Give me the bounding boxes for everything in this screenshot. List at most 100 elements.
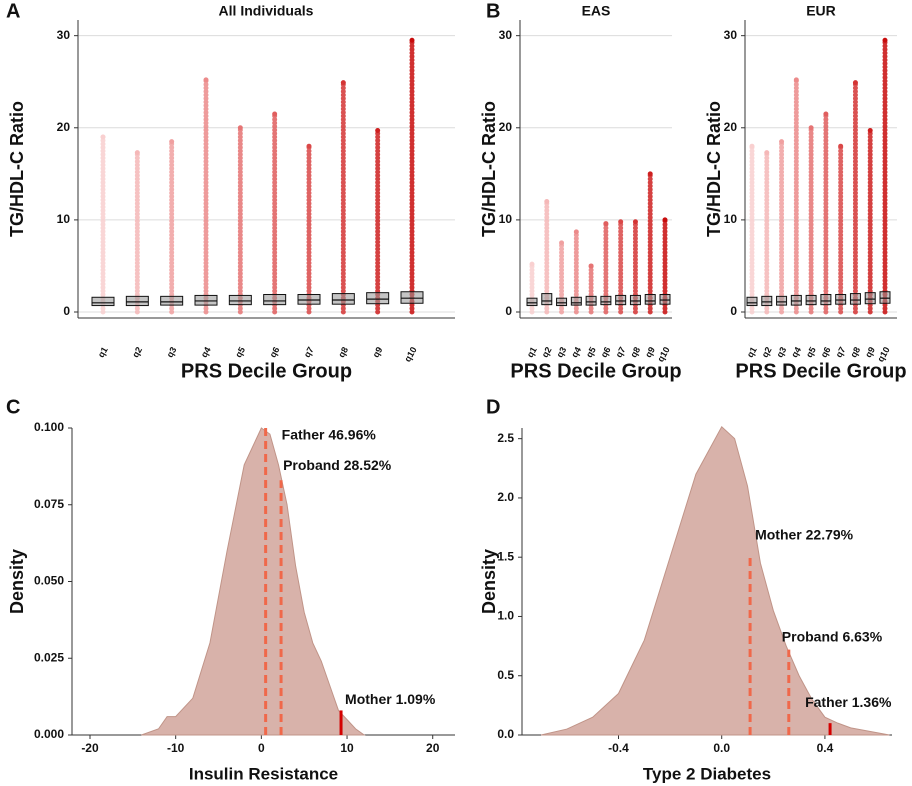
- y-tick-label: 10: [499, 212, 513, 226]
- annotation: Mother 22.79%: [755, 526, 854, 542]
- x-axis-label: Insulin Resistance: [189, 764, 338, 783]
- x-tick-label: q6: [819, 345, 833, 359]
- y-tick-label: 10: [724, 212, 738, 226]
- y-axis-label: Density: [479, 549, 499, 614]
- panel-label: D: [486, 396, 500, 418]
- outlier: [618, 219, 624, 225]
- box: [366, 292, 390, 305]
- outlier: [237, 125, 243, 131]
- y-axis-label: TG/HDL-C Ratio: [479, 101, 499, 237]
- density-area: [141, 427, 366, 736]
- annotation: Proband 28.52%: [283, 457, 392, 473]
- y-tick-label: 0.050: [34, 574, 64, 588]
- box: [746, 296, 758, 307]
- outlier: [306, 143, 312, 149]
- y-tick-label: 20: [499, 120, 513, 134]
- y-tick-label: 0.000: [34, 727, 64, 741]
- outlier: [852, 80, 858, 86]
- box: [761, 295, 773, 307]
- box: [194, 294, 218, 306]
- box: [297, 294, 321, 305]
- x-tick-label: q4: [199, 345, 213, 359]
- box: [615, 294, 627, 306]
- x-tick-label: 20: [426, 741, 440, 755]
- box: [585, 295, 597, 306]
- box: [659, 294, 671, 305]
- x-tick-label: q9: [863, 345, 877, 359]
- box: [849, 293, 861, 305]
- x-axis-label: PRS Decile Group: [735, 360, 906, 382]
- x-tick-label: q5: [233, 345, 247, 359]
- y-tick-label: 0: [730, 304, 737, 318]
- x-tick-label: q1: [96, 345, 110, 359]
- box: [629, 294, 641, 306]
- y-axis-label: TG/HDL-C Ratio: [7, 101, 27, 237]
- y-tick-label: 0.075: [34, 497, 64, 511]
- x-tick-label: q9: [643, 345, 657, 359]
- x-tick-label: -10: [167, 741, 185, 755]
- outlier: [203, 77, 209, 83]
- outlier: [749, 143, 755, 149]
- x-tick-label: q5: [584, 345, 598, 359]
- y-tick-label: 20: [57, 120, 71, 134]
- outlier: [409, 37, 415, 43]
- box: [263, 294, 287, 306]
- box: [125, 295, 149, 307]
- box: [600, 295, 612, 306]
- box: [556, 297, 568, 307]
- box: [160, 295, 184, 306]
- outlier: [340, 80, 346, 86]
- x-tick-label: q9: [371, 345, 385, 359]
- outlier: [823, 111, 829, 117]
- chart-title: EUR: [806, 3, 836, 19]
- outlier: [544, 198, 550, 204]
- box: [835, 294, 847, 305]
- outlier: [793, 77, 799, 83]
- box: [644, 294, 656, 305]
- x-tick-label: q8: [848, 345, 862, 359]
- box: [400, 291, 424, 304]
- y-tick-label: 0.025: [34, 650, 64, 664]
- outlier: [375, 128, 381, 134]
- x-tick-label: 0.4: [817, 741, 834, 755]
- x-tick-label: q7: [614, 345, 628, 359]
- x-tick-label: q6: [268, 345, 282, 359]
- box: [864, 292, 876, 305]
- chart-title: All Individuals: [219, 3, 314, 19]
- y-axis-label: Density: [7, 549, 27, 614]
- outlier: [867, 128, 873, 134]
- y-tick-label: 0: [505, 304, 512, 318]
- x-tick-label: q5: [804, 345, 818, 359]
- box: [776, 295, 788, 306]
- box: [331, 293, 355, 305]
- annotation: Proband 6.63%: [782, 628, 883, 644]
- box: [820, 294, 832, 306]
- outlier: [100, 134, 106, 140]
- outlier: [764, 150, 770, 156]
- x-tick-label: q2: [760, 345, 774, 359]
- outlier: [529, 261, 535, 267]
- x-tick-label: q7: [834, 345, 848, 359]
- box: [526, 297, 538, 307]
- y-tick-label: 30: [57, 28, 71, 42]
- x-tick-label: 0.0: [713, 741, 730, 755]
- box: [790, 294, 802, 306]
- chart-title: EAS: [582, 3, 611, 19]
- x-tick-label: q7: [302, 345, 316, 359]
- y-axis-label: TG/HDL-C Ratio: [704, 101, 724, 237]
- outlier: [272, 111, 278, 117]
- y-tick-label: 0.0: [497, 727, 514, 741]
- outlier: [808, 125, 814, 131]
- x-tick-label: 10: [340, 741, 354, 755]
- y-tick-label: 1.0: [497, 609, 514, 623]
- x-tick-label: -0.4: [608, 741, 629, 755]
- x-tick-label: q4: [789, 345, 803, 359]
- y-tick-label: 2.5: [497, 431, 514, 445]
- y-tick-label: 0: [63, 304, 70, 318]
- x-tick-label: -20: [81, 741, 99, 755]
- y-tick-label: 1.5: [497, 549, 514, 563]
- density-area: [540, 426, 890, 736]
- x-axis-label: PRS Decile Group: [181, 360, 352, 382]
- box: [91, 296, 115, 307]
- outlier: [632, 219, 638, 225]
